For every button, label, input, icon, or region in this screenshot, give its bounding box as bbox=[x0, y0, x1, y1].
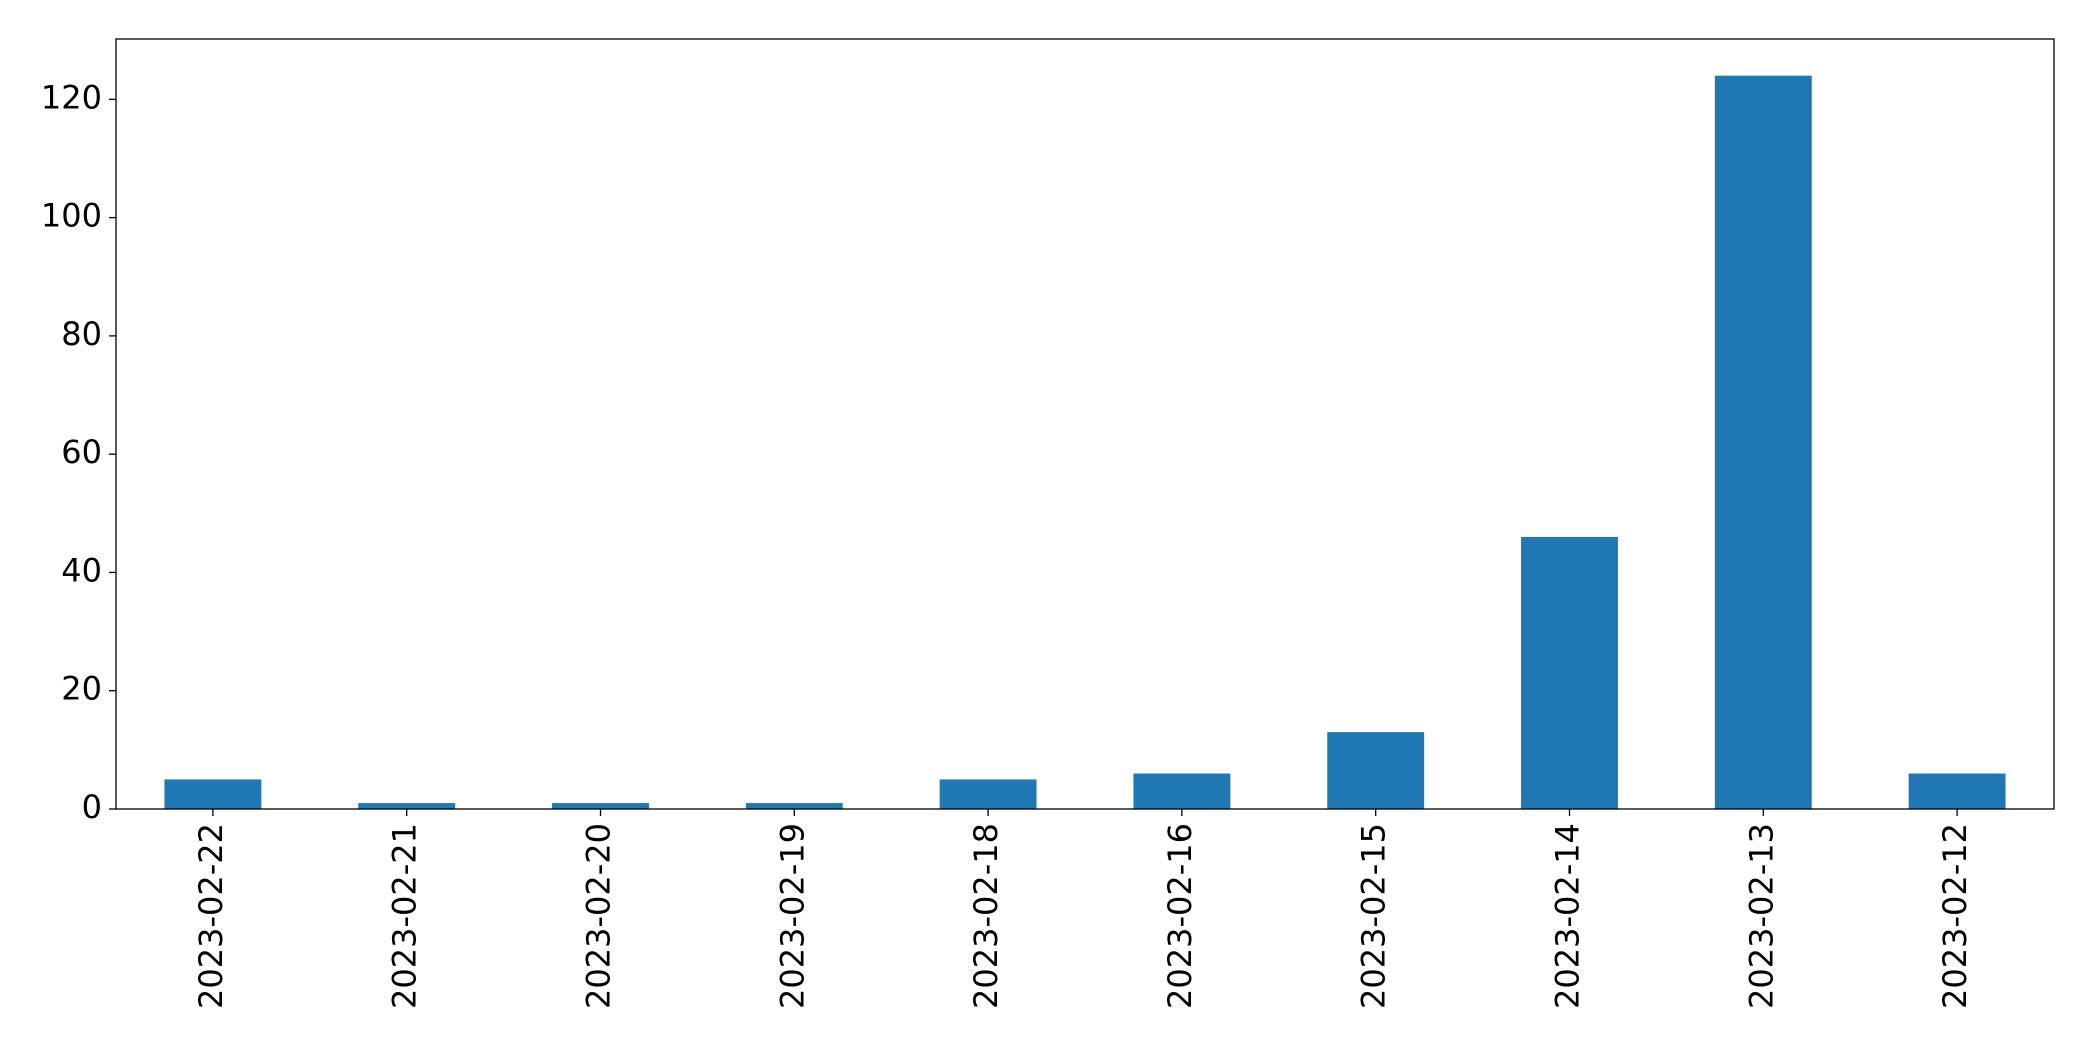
x-tick-label: 2023-02-12 bbox=[1936, 823, 1974, 1009]
y-tick-label: 40 bbox=[61, 551, 102, 589]
x-tick-label: 2023-02-21 bbox=[386, 823, 424, 1009]
x-tick-label: 2023-02-20 bbox=[580, 823, 618, 1009]
bar bbox=[1908, 773, 2006, 809]
bar bbox=[939, 779, 1037, 809]
x-tick-label: 2023-02-18 bbox=[967, 823, 1005, 1009]
x-tick-label: 2023-02-16 bbox=[1161, 823, 1199, 1009]
y-tick-label: 0 bbox=[82, 788, 102, 826]
plot-frame bbox=[115, 38, 2055, 810]
x-tick-label: 2023-02-14 bbox=[1549, 823, 1587, 1009]
bar bbox=[745, 803, 843, 809]
bar bbox=[164, 779, 262, 809]
x-tick-label: 2023-02-19 bbox=[773, 823, 811, 1009]
y-tick-label: 100 bbox=[41, 197, 102, 235]
x-tick-label: 2023-02-22 bbox=[192, 823, 230, 1009]
bar bbox=[1714, 75, 1812, 809]
bar bbox=[552, 803, 649, 809]
y-tick-label: 60 bbox=[61, 433, 102, 471]
bar bbox=[1133, 773, 1231, 809]
x-tick-label: 2023-02-13 bbox=[1742, 823, 1780, 1009]
y-tick-label: 120 bbox=[41, 78, 102, 116]
y-tick-label: 80 bbox=[61, 315, 102, 353]
bar bbox=[1521, 536, 1618, 809]
y-tick-label: 20 bbox=[61, 670, 102, 708]
bar bbox=[358, 803, 456, 809]
bar bbox=[1327, 732, 1425, 809]
x-tick-label: 2023-02-15 bbox=[1355, 823, 1393, 1009]
